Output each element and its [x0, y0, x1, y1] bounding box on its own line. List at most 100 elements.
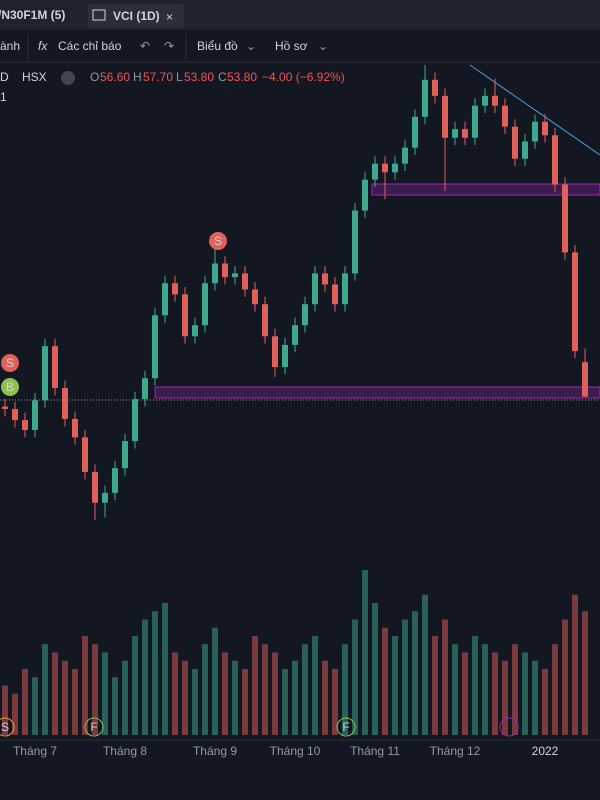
candle-body	[422, 79, 428, 117]
candle-body	[462, 129, 468, 138]
x-tick-label: Tháng 12	[430, 744, 481, 758]
volume-bar	[542, 669, 548, 735]
event[interactable]	[84, 717, 104, 737]
volume-bar	[322, 660, 328, 735]
candle-body	[382, 163, 388, 173]
candle-body	[442, 95, 448, 138]
candle-body	[62, 388, 68, 419]
active-tab[interactable]	[88, 4, 184, 28]
candle-body	[52, 346, 58, 389]
o-label: O	[90, 70, 99, 84]
candle-body	[322, 273, 328, 285]
tab[interactable]: VCI (1D)	[113, 9, 160, 23]
volume-bar	[412, 611, 418, 735]
volume-bar	[562, 619, 568, 735]
undo-icon[interactable]: ↶	[140, 39, 150, 53]
volume-bar	[112, 677, 118, 735]
zone[interactable]	[371, 183, 600, 196]
event-label: F	[90, 720, 97, 734]
candle-body	[252, 289, 258, 305]
toolbar-item[interactable]: Các chỉ báo	[58, 39, 122, 53]
volume-bar	[132, 636, 138, 735]
candle-body	[482, 95, 488, 106]
candle-body	[522, 141, 528, 159]
candle-body	[402, 147, 408, 164]
candle-body	[182, 294, 188, 337]
candle-body	[162, 283, 168, 316]
candle-body	[432, 79, 438, 96]
event-label: F	[342, 720, 349, 734]
volume-bar	[492, 652, 498, 735]
candle-body	[222, 263, 228, 278]
event[interactable]	[499, 717, 519, 737]
toolbar-item[interactable]: Biểu đồ	[197, 39, 238, 53]
volume-bar	[12, 693, 18, 735]
candle-body	[102, 492, 108, 503]
event-label: S	[1, 720, 9, 734]
candle-body	[572, 252, 578, 352]
h-value: 57.70	[143, 70, 173, 84]
volume-bar	[502, 660, 508, 735]
volume-bar	[212, 627, 218, 735]
signal	[1, 378, 19, 396]
zone[interactable]	[154, 386, 600, 399]
tab[interactable]: /N30F1M (5)	[0, 8, 65, 22]
side-label: 1	[0, 90, 7, 104]
volume-bar	[222, 652, 228, 735]
volume-bar	[32, 677, 38, 735]
interval: D	[0, 70, 9, 84]
volume-bar	[92, 644, 98, 735]
volume-bar	[262, 644, 268, 735]
volume-bar	[512, 644, 518, 735]
close-icon[interactable]: ×	[166, 10, 173, 24]
candle-body	[202, 283, 208, 326]
event[interactable]	[336, 717, 356, 737]
candle-body	[512, 126, 518, 159]
redo-icon[interactable]: ↷	[164, 39, 174, 53]
volume-bar	[382, 627, 388, 735]
volume-bar	[552, 644, 558, 735]
volume-bar	[42, 644, 48, 735]
event[interactable]	[0, 717, 15, 737]
candle-body	[82, 437, 88, 472]
fx-icon: fx	[38, 39, 48, 53]
candle-body	[362, 179, 368, 211]
volume-bar	[532, 660, 538, 735]
volume-bar	[62, 660, 68, 735]
exchange: HSX	[22, 70, 47, 84]
trend-line[interactable]	[469, 64, 600, 156]
volume-bar	[442, 619, 448, 735]
volume-bar	[482, 644, 488, 735]
signal-label: S	[214, 234, 222, 248]
toolbar-item[interactable]: Hồ sơ	[275, 39, 308, 53]
hide-button[interactable]	[61, 71, 75, 85]
signal	[209, 232, 227, 250]
candle-body	[2, 406, 8, 410]
volume-bar	[2, 685, 8, 735]
signal	[1, 354, 19, 372]
candle-body	[272, 336, 278, 368]
volume-bar	[122, 660, 128, 735]
x-tick-label: 2022	[532, 744, 559, 758]
volume-bar	[52, 652, 58, 735]
candle-body	[12, 409, 18, 421]
candle-body	[282, 344, 288, 368]
toolbar-item[interactable]: ành	[0, 39, 20, 53]
c-label: C	[218, 70, 227, 84]
volume-bar	[462, 652, 468, 735]
candle-body	[582, 362, 588, 397]
candle-body	[42, 346, 48, 401]
volume-bar	[202, 644, 208, 735]
volume-bar	[402, 619, 408, 735]
candle-body	[112, 468, 118, 493]
candle-body	[502, 105, 508, 127]
volume-bar	[82, 636, 88, 735]
candle-body	[472, 105, 478, 138]
volume-bar	[522, 652, 528, 735]
candle-body	[342, 273, 348, 305]
candle-body	[212, 263, 218, 284]
candle-body	[262, 304, 268, 337]
candle-body	[132, 399, 138, 442]
